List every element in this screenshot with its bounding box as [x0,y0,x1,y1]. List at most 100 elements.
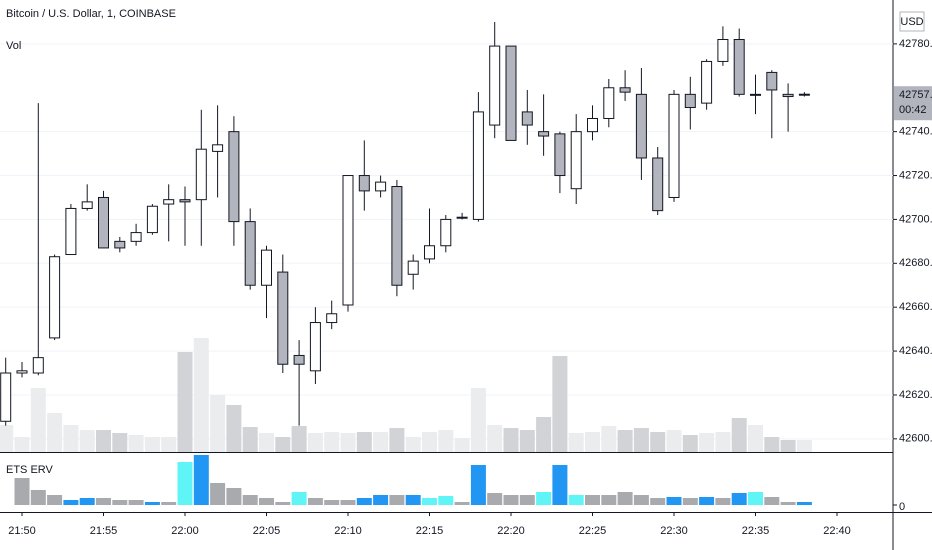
volume-bar [324,432,340,452]
indicator-bar [242,495,258,505]
volume-bar [226,405,242,452]
x-tick-label: 22:35 [742,525,770,537]
indicator-bar [14,478,30,505]
indicator-bar [552,465,568,505]
countdown: 00:42 [899,104,927,116]
indicator-bar [796,502,812,505]
volume-bar [161,437,177,452]
currency-box[interactable] [899,11,925,32]
indicator-bar [30,490,46,505]
indicator-bar [193,455,209,505]
indicator-bar [291,492,307,505]
candle-body [472,111,484,220]
volume-bar [144,437,160,452]
indicator-bar [764,497,780,505]
volume-title: Vol [6,40,21,52]
candle-body [603,87,615,119]
indicator-bar [470,465,486,505]
indicator-bar [438,496,454,505]
volume-bar [96,430,111,452]
y-tick-label: 42640.00 [899,345,932,357]
candle-body [782,93,794,98]
candle-body [342,175,354,306]
currency[interactable]: USD [900,16,923,28]
candle-body [750,93,761,96]
volume-bar [177,352,193,452]
candle-body [244,221,256,286]
candle-body [798,93,810,96]
volume-bar [682,435,698,452]
indicator-bar [161,502,177,505]
candle-body [684,93,696,109]
candle-body [766,71,778,91]
candle-body [587,117,598,133]
indicator-bar [177,462,193,505]
indicator-bar [389,495,405,505]
volume-bar [193,338,209,452]
indicator [14,455,812,505]
x-tick-label: 22:10 [334,525,362,537]
candle-body [130,232,142,242]
volume-bar [699,433,715,452]
x-tick-label: 22:30 [660,525,688,537]
indicator-bar [307,498,323,505]
volume-bar [519,430,535,452]
volume-bar [715,432,731,452]
indicator-bar [422,498,437,505]
indicator-bar [536,492,552,505]
candle-body [570,131,582,190]
volume-bar [373,432,389,452]
candle-body [49,256,61,339]
candle-body [717,38,729,62]
volume-bar [307,433,323,452]
volume-bar [454,438,470,452]
indicator-bar [112,500,128,505]
indicator-bar [780,502,796,505]
candle-body [554,133,566,177]
x-tick-label: 21:50 [8,525,36,537]
volume-bar [30,388,46,452]
volume [0,338,812,452]
volume-bar [291,426,307,452]
volume-bar [568,433,584,452]
volume-bar [259,433,274,452]
last-price: 42757.06 [899,89,932,101]
candle-body [98,196,109,249]
indicator-bar [503,495,519,505]
y-tick-label: 42680.00 [899,257,932,269]
indicator-bar [144,502,160,505]
indicator-bar [633,495,649,505]
indicator-tick-label: 0 [899,501,905,513]
candle-body [277,271,289,365]
candle-body [440,218,452,247]
candle-body [456,216,468,219]
candle-body [424,245,435,260]
indicator-bar [519,495,535,505]
volume-bar [422,432,437,452]
volume-bar [275,437,291,452]
x-tick-label: 22:00 [171,525,199,537]
candle-body [146,205,158,234]
axes: 42600.00 42620.00 42640.00 42660.00 42680.00… [8,38,932,537]
indicator-bar [617,492,633,505]
candle-body [212,144,224,152]
candle-body [358,175,370,192]
indicator-bar [699,497,715,505]
volume-bar [340,433,356,452]
indicator-bar [748,492,763,505]
y-tick-label: 42660.00 [899,301,932,313]
candle-body [16,370,28,374]
volume-bar [210,395,226,452]
indicator-bar [96,498,111,505]
volume-bar [438,430,454,452]
candle-body [163,199,175,205]
x-tick-label: 22:05 [253,525,281,537]
indicator-bar [210,483,226,505]
volume-bar [0,425,14,452]
candle-body [261,249,272,286]
indicator-bar [715,498,731,505]
volume-bar [487,425,503,452]
volume-bar [112,433,128,452]
candle-body [309,322,321,372]
indicator-bar [568,495,584,505]
